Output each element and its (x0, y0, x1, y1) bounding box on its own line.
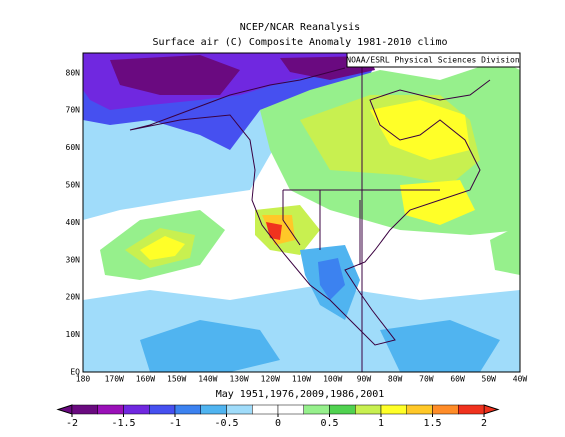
colorbar-bin (458, 404, 485, 415)
colorbar-bin (71, 404, 98, 415)
colorbar-bin (200, 404, 227, 415)
colorbar-label: 1.5 (423, 418, 441, 429)
colorbar-label: -0.5 (214, 418, 238, 429)
lon-label: 120W (261, 375, 280, 384)
map-field (82, 52, 521, 373)
title: NCEP/NCAR Reanalysis (240, 22, 360, 33)
lat-label: 60N (66, 143, 81, 152)
lat-label: 20N (66, 293, 81, 302)
lon-label: 130W (229, 375, 248, 384)
lon-label: 100W (323, 375, 342, 384)
caption: May 1951,1976,2009,1986,2001 (216, 389, 385, 400)
lat-label: 10N (66, 330, 81, 339)
lat-label: 70N (66, 106, 81, 115)
lon-label: 60W (450, 375, 465, 384)
lon-label: 150W (167, 375, 186, 384)
colorbar-arrow (56, 404, 73, 415)
lon-label: 160W (136, 375, 155, 384)
colorbar-label: 1 (378, 418, 384, 429)
colorbar-bin (149, 404, 176, 415)
lon-label: 40W (513, 375, 528, 384)
colorbar-arrow (483, 404, 500, 415)
lat-label: 40N (66, 218, 81, 227)
colorbar-label: 2 (481, 418, 487, 429)
lat-label: 80N (66, 68, 81, 77)
colorbar-label: 0.5 (320, 418, 338, 429)
colorbar-bin (277, 404, 304, 415)
lon-label: 50W (482, 375, 497, 384)
colorbar-label: 0 (275, 418, 281, 429)
colorbar-bin (406, 404, 433, 415)
colorbar-bin (355, 404, 382, 415)
lon-label: 70W (419, 375, 434, 384)
colorbar-bin (97, 404, 124, 415)
colorbar-bin (329, 404, 356, 415)
lon-label: 90W (357, 375, 372, 384)
colorbar-bin (380, 404, 407, 415)
lon-label: 80W (388, 375, 403, 384)
colorbar-bin (123, 404, 150, 415)
lat-label: EQ (70, 368, 80, 377)
colorbar-label: -1 (169, 418, 181, 429)
colorbar-label: -1.5 (111, 418, 135, 429)
colorbar-bin (226, 404, 253, 415)
lat-label: 50N (66, 181, 81, 190)
colorbar-bin (432, 404, 459, 415)
colorbar-bin (174, 404, 201, 415)
lon-label: 180 (76, 375, 91, 384)
lon-label: 170W (105, 375, 124, 384)
subtitle: Surface air (C) Composite Anomaly 1981-2… (152, 37, 447, 48)
lon-label: 110W (292, 375, 311, 384)
credit: NOAA/ESRL Physical Sciences Division (346, 56, 520, 65)
colorbar-bin (303, 404, 330, 415)
colorbar-bin (252, 404, 279, 415)
colorbar-label: -2 (66, 418, 78, 429)
lon-label: 140W (198, 375, 217, 384)
lat-label: 30N (66, 255, 81, 264)
